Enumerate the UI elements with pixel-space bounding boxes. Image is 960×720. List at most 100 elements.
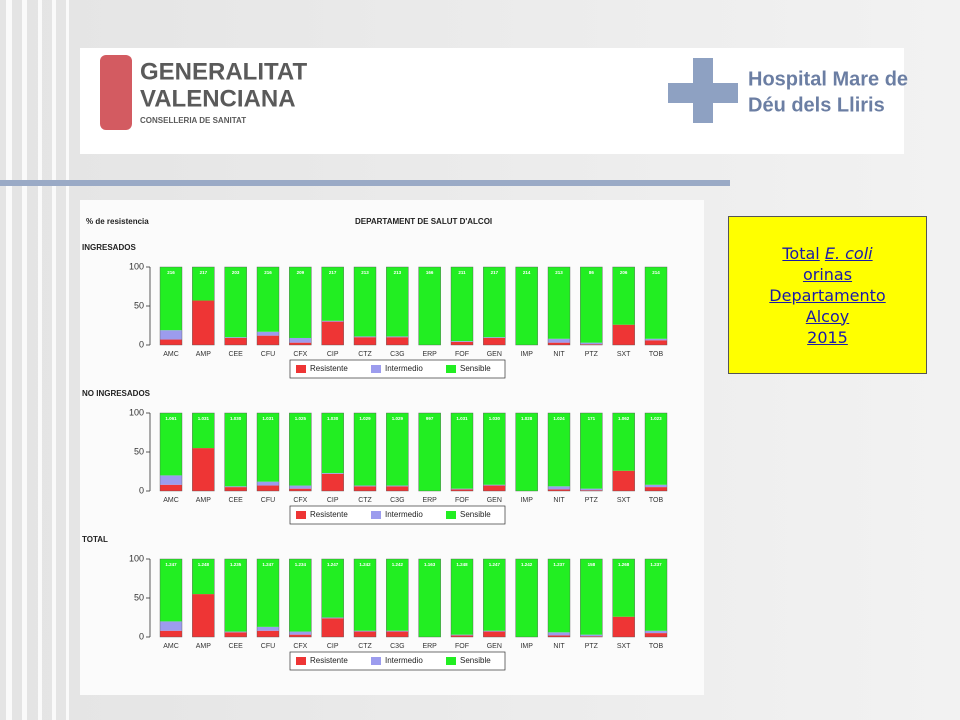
bar-segment — [612, 324, 635, 345]
x-tick-label: C3G — [390, 351, 404, 358]
x-tick-label: SXT — [617, 351, 631, 358]
bar-segment — [257, 626, 279, 631]
bar-segment — [289, 485, 312, 489]
bar-segment — [354, 559, 376, 631]
bar-segment — [548, 338, 570, 343]
bar-segment — [257, 630, 279, 637]
bar-segment — [451, 413, 473, 489]
count-label: 1.247 — [489, 562, 501, 567]
hospital-cross — [668, 58, 738, 123]
bar-segment — [160, 559, 182, 622]
legend-label: Resistente — [310, 364, 348, 373]
x-tick-label: IMP — [520, 351, 533, 358]
legend-label: Sensible — [460, 510, 491, 519]
bar-segment — [386, 559, 409, 631]
bar-outline — [353, 558, 377, 638]
bar-outline — [515, 266, 538, 346]
bar-segment — [192, 559, 215, 595]
x-tick-label: AMP — [196, 351, 212, 358]
count-label: 1.247 — [262, 562, 274, 567]
bar-outline — [450, 412, 474, 492]
bar-segment — [160, 484, 182, 491]
legend-swatch — [296, 365, 306, 373]
bar-segment — [321, 321, 344, 345]
bar-outline — [547, 558, 571, 638]
bar-segment — [548, 489, 570, 491]
x-tick-label: IMP — [520, 497, 533, 504]
bar-segment — [386, 630, 409, 632]
x-tick-label: TOB — [649, 351, 664, 358]
count-label: 1.024 — [553, 416, 565, 421]
bar-segment — [354, 336, 376, 338]
bar-segment — [321, 559, 344, 618]
count-label: 1.248 — [198, 562, 210, 567]
bar-segment — [483, 485, 506, 491]
bar-segment — [451, 489, 473, 491]
bar-outline — [224, 412, 247, 492]
x-tick-label: CTZ — [358, 497, 372, 504]
bar-segment — [645, 633, 667, 637]
x-tick-label: CFX — [293, 643, 307, 650]
note-line: 2015 — [807, 327, 848, 347]
bar-segment — [580, 559, 603, 635]
bar-segment — [515, 559, 538, 637]
count-label: 86 — [589, 270, 595, 275]
figure-title: DEPARTAMENT DE SALUT D'ALCOI — [355, 217, 492, 226]
x-tick-label: CFU — [261, 351, 275, 358]
y-tick-label: 100 — [129, 553, 144, 563]
bar-outline — [321, 412, 344, 492]
bar-segment — [451, 635, 473, 637]
x-tick-label: PTZ — [585, 643, 599, 650]
x-tick-label: ERP — [422, 497, 437, 504]
count-label: 1.030 — [327, 416, 339, 421]
bar-outline — [386, 558, 409, 638]
bar-segment — [451, 559, 473, 635]
x-tick-label: CTZ — [358, 643, 372, 650]
bar-outline — [450, 266, 474, 346]
legend-swatch — [446, 365, 456, 373]
bar-segment — [354, 485, 376, 487]
x-tick-label: IMP — [520, 643, 533, 650]
bar-segment — [580, 344, 603, 345]
bar-segment — [386, 267, 409, 337]
y-tick-label: 0 — [139, 631, 144, 641]
bar-segment — [354, 413, 376, 486]
note-species: E. coli — [824, 243, 873, 263]
note-line: Alcoy — [805, 306, 850, 326]
count-label: 166 — [426, 270, 434, 275]
legend-box — [289, 505, 506, 525]
bar-segment — [257, 559, 279, 627]
bar-segment — [257, 413, 279, 482]
bar-segment — [548, 342, 570, 345]
legend-label: Sensible — [460, 364, 491, 373]
bar-outline — [580, 558, 603, 638]
bar-segment — [289, 634, 312, 637]
bar-segment — [548, 559, 570, 633]
count-label: 217 — [200, 270, 208, 275]
x-tick-label: GEN — [487, 351, 502, 358]
bar-outline — [386, 412, 409, 492]
bar-segment — [386, 336, 409, 338]
bar-segment — [354, 267, 376, 337]
bar-segment — [257, 485, 279, 491]
y-tick-label: 50 — [134, 592, 144, 602]
bar-outline — [192, 266, 215, 346]
bar-segment — [483, 337, 506, 345]
count-label: 1.242 — [359, 562, 371, 567]
bar-outline — [418, 412, 441, 492]
hospital-name: Hospital Mare de — [748, 68, 908, 90]
count-label: 211 — [458, 270, 466, 275]
bar-segment — [192, 267, 215, 301]
bar-segment — [224, 486, 247, 488]
count-label: 203 — [232, 270, 240, 275]
x-tick-label: CFU — [261, 497, 275, 504]
count-label: 1.242 — [392, 562, 404, 567]
x-tick-label: TOB — [649, 643, 664, 650]
x-tick-label: SXT — [617, 643, 631, 650]
bar-segment — [289, 631, 312, 635]
bar-segment — [289, 267, 312, 338]
bar-segment — [515, 413, 538, 491]
bar-segment — [451, 634, 473, 636]
bar-segment — [354, 630, 376, 632]
note-line: Total E. coli — [782, 243, 872, 264]
